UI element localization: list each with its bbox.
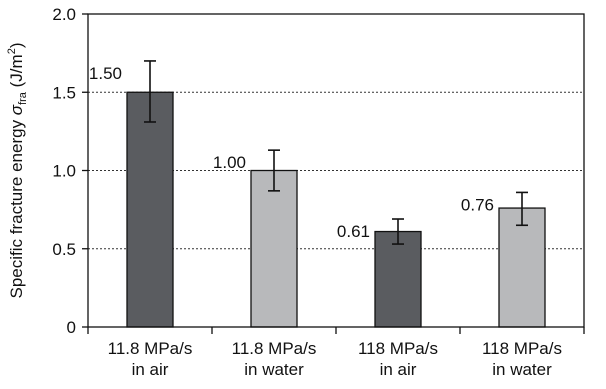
data-label: 0.76: [461, 195, 494, 214]
data-label: 1.50: [89, 64, 122, 83]
bar: [250, 169, 298, 328]
y-tick-label: 0.5: [52, 240, 76, 259]
bars: [126, 91, 546, 328]
error-bars: [144, 60, 528, 245]
data-label: 0.61: [337, 222, 370, 241]
y-tick-label: 0: [67, 318, 76, 337]
bar: [374, 230, 422, 328]
y-axis-title: Specific fracture energy σfra (J/m2): [6, 43, 29, 299]
y-axis-title-unit-open: (J/m: [7, 54, 26, 92]
x-tick-label-line: 118 MPa/s: [358, 339, 438, 358]
data-labels: 1.50 1.00 0.61 0.76: [89, 64, 494, 241]
x-tick-label: 11.8 MPa/s in water: [232, 339, 317, 379]
x-tick-label-line: in air: [380, 360, 417, 379]
bar: [126, 91, 174, 328]
x-tick-label-line: 118 MPa/s: [482, 339, 562, 358]
x-tick-label: 118 MPa/s in air: [358, 339, 438, 379]
bar: [498, 207, 546, 328]
x-tick-label-line: in water: [492, 360, 552, 379]
y-axis-title-unit-sup: 2: [6, 48, 18, 54]
y-tick-label: 1.0: [52, 162, 76, 181]
y-axis-ticks: 0 0.5 1.0 1.5 2.0: [52, 5, 88, 337]
x-tick-label: 118 MPa/s in water: [482, 339, 562, 379]
y-axis-title-unit-close: ): [7, 43, 26, 49]
x-tick-label-line: 11.8 MPa/s: [108, 339, 193, 358]
data-label: 1.00: [213, 153, 246, 172]
y-axis-title-symbol: σ: [7, 104, 26, 115]
y-axis-title-subscript: fra: [17, 91, 29, 105]
y-axis-title-prefix: Specific fracture energy: [7, 115, 26, 298]
y-tick-label: 1.5: [52, 83, 76, 102]
x-tick-label-line: in water: [244, 360, 304, 379]
x-tick-label-line: in air: [132, 360, 169, 379]
y-tick-label: 2.0: [52, 5, 76, 24]
x-tick-label-line: 11.8 MPa/s: [232, 339, 317, 358]
x-tick-label: 11.8 MPa/s in air: [108, 339, 193, 379]
